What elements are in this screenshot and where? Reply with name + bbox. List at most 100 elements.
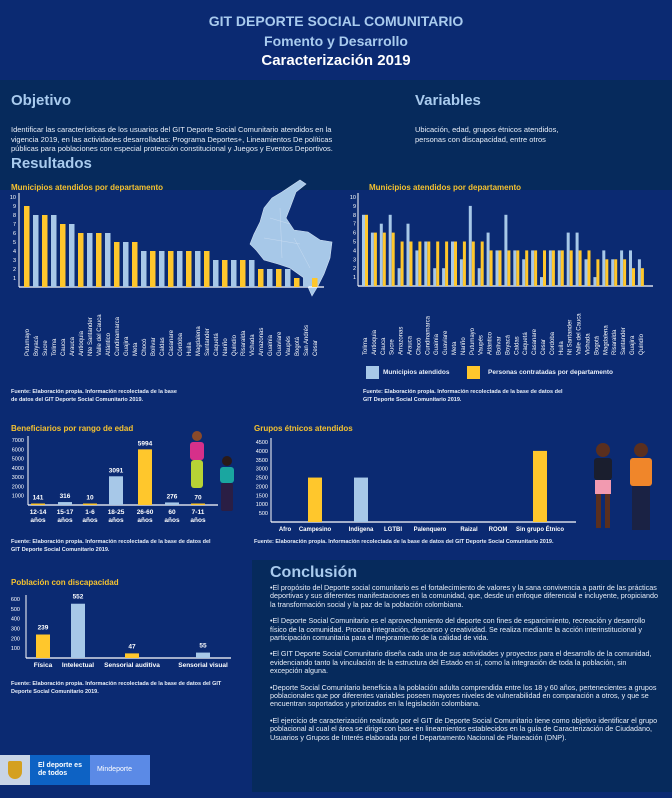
- bar-municipios: [406, 223, 410, 286]
- bar-municipios: [451, 241, 454, 286]
- x-tick-label: años: [137, 517, 153, 524]
- bar-municipios: [370, 232, 374, 286]
- x-tick-label: Magdalena: [603, 325, 609, 355]
- people-illustration-2: [594, 443, 652, 530]
- coat-of-arms-icon: [0, 755, 30, 785]
- slogan: El deporte es de todos: [30, 755, 90, 785]
- source-2: Fuente: Elaboración propia. Información …: [363, 389, 563, 403]
- bar-personas: [427, 241, 431, 286]
- bar: [354, 477, 368, 522]
- bar-personas: [560, 250, 564, 286]
- y-tick-label: 1000: [256, 502, 268, 508]
- bar: [83, 503, 97, 505]
- y-tick-label: 6000: [12, 447, 24, 453]
- x-tick-label: Vichada: [586, 333, 592, 355]
- bar: [533, 450, 547, 522]
- x-tick-label: Risaralda: [612, 329, 618, 355]
- bar-personas: [391, 232, 395, 286]
- y-tick-label: 5: [13, 240, 16, 246]
- x-tick-label: Boyacá: [505, 334, 511, 355]
- x-tick-label: 1-6: [85, 509, 95, 516]
- chart1-title: Municipios atendidos por departamento: [11, 183, 164, 192]
- x-tick-label: Caquetá: [214, 333, 220, 356]
- x-tick-label: Huila: [559, 341, 565, 355]
- bar-municipios: [575, 232, 579, 286]
- y-tick-label: 400: [11, 617, 20, 623]
- x-tick-label: Cundinamarca: [115, 316, 121, 356]
- x-tick-label: años: [190, 517, 206, 524]
- bar-personas: [614, 259, 618, 286]
- x-tick-label: Meta: [452, 341, 458, 355]
- bar-personas: [534, 250, 538, 286]
- x-tick-label: años: [30, 517, 46, 524]
- x-tick-label: 18-25: [108, 509, 125, 516]
- x-tick-label: Atlántico: [488, 331, 494, 355]
- data-label: 3091: [109, 467, 124, 474]
- x-tick-label: Antioquia: [79, 330, 85, 356]
- x-tick-label: 26-60: [137, 509, 154, 516]
- bar: [24, 206, 30, 287]
- y-tick-label: 9: [353, 204, 356, 210]
- objective-band: [0, 80, 672, 190]
- bar: [42, 215, 48, 287]
- y-tick-label: 4500: [256, 440, 268, 446]
- bar-personas: [436, 241, 440, 286]
- bar-personas: [409, 241, 413, 286]
- source-5: Fuente: Elaboración propia. Información …: [11, 681, 222, 695]
- y-tick-label: 5: [353, 240, 356, 246]
- x-tick-label: Nariño: [461, 337, 467, 355]
- y-tick-label: 7000: [12, 438, 24, 444]
- x-tick-label: Chocó: [142, 338, 148, 356]
- y-tick-label: 1: [353, 275, 356, 281]
- chart4-title: Grupos étnicos atendidos: [254, 424, 353, 433]
- x-tick-label: Nariño: [223, 338, 229, 356]
- bar: [125, 653, 139, 658]
- bar-municipios: [593, 277, 597, 286]
- y-tick-label: 8: [353, 213, 356, 219]
- bar: [78, 233, 84, 287]
- bar-municipios: [629, 250, 632, 286]
- chart-discapacidad: 100 200 300 400 500 600 239 Física 552 Intelectua…: [11, 594, 231, 669]
- bar: [36, 634, 50, 658]
- bar: [96, 233, 102, 287]
- y-tick-label: 3: [353, 257, 356, 263]
- y-tick-label: 3: [13, 258, 16, 264]
- x-tick-label: Quindío: [232, 334, 238, 356]
- bar: [60, 224, 66, 287]
- x-tick-label: ROOM: [489, 527, 508, 533]
- people-illustration-1: [190, 431, 234, 511]
- bar-municipios: [548, 250, 552, 286]
- y-tick-label: 7: [13, 222, 16, 228]
- y-tick-label: 1000: [12, 494, 24, 500]
- bar-municipios: [513, 250, 517, 286]
- x-tick-label: Amazonas: [259, 328, 265, 356]
- x-tick-label: Guainía: [268, 334, 274, 356]
- x-tick-label: Bolívar: [497, 336, 503, 355]
- y-tick-label: 2000: [256, 484, 268, 490]
- bar: [177, 251, 183, 287]
- legend-swatch-municipios: [366, 366, 379, 379]
- bar-municipios: [522, 259, 526, 286]
- bar-municipios: [584, 259, 588, 286]
- x-tick-label: Sucre: [43, 340, 49, 356]
- y-tick-label: 8: [13, 213, 16, 219]
- bar: [186, 251, 192, 287]
- bar-municipios: [557, 250, 561, 286]
- y-tick-label: 9: [13, 204, 16, 210]
- x-tick-label: Vaupés: [286, 336, 292, 356]
- x-tick-label: Caldas: [160, 337, 166, 356]
- bar-personas: [445, 241, 449, 286]
- bar-personas: [587, 250, 591, 286]
- bar-personas: [596, 259, 600, 286]
- bar-personas: [418, 241, 422, 286]
- x-tick-label: Putumayo: [25, 328, 31, 356]
- conclusion-item: •Deporte Social Comunitario beneficia a …: [270, 682, 657, 709]
- bar: [105, 233, 111, 287]
- bar: [159, 251, 165, 287]
- bar-municipios: [504, 214, 508, 286]
- chart3-title: Beneficiarios por rango de edad: [11, 424, 134, 433]
- x-tick-label: Chocó: [416, 337, 422, 355]
- y-tick-label: 1500: [256, 493, 268, 499]
- source-3: Fuente: Elaboración propia. Información …: [11, 539, 211, 553]
- bar: [31, 503, 45, 505]
